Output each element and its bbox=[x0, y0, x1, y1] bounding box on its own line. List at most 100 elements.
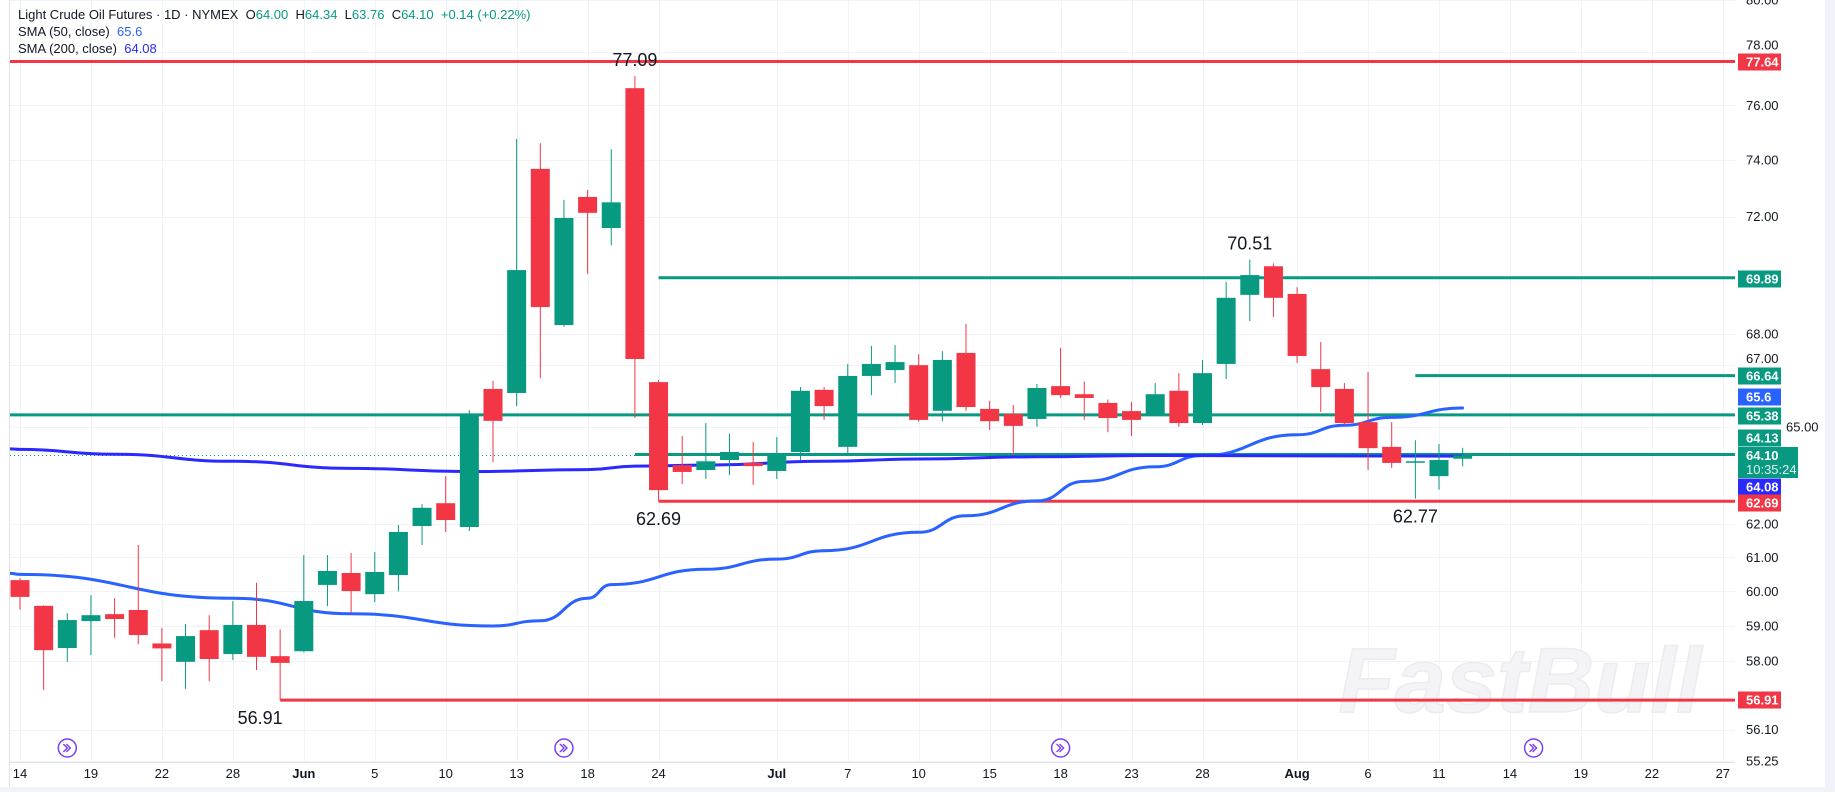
candle[interactable] bbox=[720, 433, 739, 476]
candle[interactable] bbox=[365, 552, 385, 603]
candle[interactable] bbox=[128, 544, 148, 645]
candle[interactable] bbox=[1216, 281, 1236, 380]
candle[interactable] bbox=[885, 344, 905, 384]
price-badge[interactable]: 56.91 bbox=[1738, 691, 1781, 709]
candle[interactable] bbox=[1334, 383, 1354, 425]
candle[interactable] bbox=[152, 628, 172, 682]
sma200-line[interactable] bbox=[10, 447, 1465, 474]
price-badge[interactable]: 65.38 bbox=[1738, 407, 1781, 425]
price-badge[interactable]: 64.13 bbox=[1738, 429, 1781, 447]
event-marker[interactable] bbox=[1523, 738, 1544, 758]
candle[interactable] bbox=[1027, 383, 1047, 427]
candle[interactable] bbox=[743, 442, 763, 485]
candle[interactable] bbox=[199, 615, 219, 682]
time-axis-label[interactable]: 10 bbox=[911, 766, 925, 781]
price-badge[interactable]: 62.69 bbox=[1738, 494, 1781, 512]
price-axis[interactable]: 80.00 78.00 76.00 74.00 72.00 68.00 67.00 65.00… bbox=[1735, 0, 1825, 768]
candle[interactable] bbox=[317, 555, 337, 607]
event-marker[interactable] bbox=[57, 738, 78, 758]
time-axis-label[interactable]: 14 bbox=[13, 766, 27, 781]
candle[interactable] bbox=[956, 323, 976, 411]
candle[interactable] bbox=[1193, 359, 1212, 425]
time-axis-label[interactable]: 19 bbox=[1574, 766, 1588, 781]
candle[interactable] bbox=[861, 345, 881, 396]
time-axis-label[interactable]: 22 bbox=[1645, 766, 1659, 781]
candle[interactable] bbox=[649, 379, 669, 502]
candle[interactable] bbox=[1382, 422, 1402, 469]
time-axis-label[interactable]: 18 bbox=[580, 766, 594, 781]
price-badge[interactable]: 69.89 bbox=[1738, 270, 1781, 288]
sma50-legend[interactable]: SMA (50, close) 65.6 bbox=[18, 23, 530, 40]
time-axis-label[interactable]: Aug bbox=[1284, 766, 1309, 781]
candle[interactable] bbox=[601, 149, 621, 246]
time-axis-label[interactable]: 18 bbox=[1053, 766, 1067, 781]
candle[interactable] bbox=[1074, 381, 1094, 420]
time-axis-label[interactable]: 24 bbox=[651, 766, 665, 781]
candle[interactable] bbox=[176, 623, 196, 689]
candle[interactable] bbox=[672, 436, 692, 484]
candle[interactable] bbox=[578, 189, 598, 274]
candle[interactable] bbox=[436, 476, 456, 532]
candle[interactable] bbox=[1145, 383, 1165, 415]
time-axis-label[interactable]: 28 bbox=[1195, 766, 1209, 781]
candle[interactable] bbox=[932, 351, 952, 422]
candle[interactable] bbox=[838, 363, 858, 453]
candle[interactable] bbox=[1311, 341, 1331, 413]
time-axis-label[interactable]: 7 bbox=[844, 766, 851, 781]
time-axis-label[interactable]: 27 bbox=[1716, 766, 1730, 781]
event-marker[interactable] bbox=[554, 738, 574, 758]
candle[interactable] bbox=[81, 595, 101, 656]
candle[interactable] bbox=[1169, 373, 1189, 427]
symbol-ohlc-row[interactable]: Light Crude Oil Futures · 1D · NYMEX O64… bbox=[18, 6, 530, 23]
time-axis-label[interactable]: 11 bbox=[1432, 766, 1446, 781]
time-axis-label[interactable]: Jul bbox=[767, 766, 786, 781]
candle[interactable] bbox=[459, 410, 479, 531]
time-axis-label[interactable]: 28 bbox=[226, 766, 240, 781]
candle[interactable] bbox=[483, 380, 503, 462]
symbol-title[interactable]: Light Crude Oil Futures · 1D · NYMEX bbox=[18, 7, 239, 22]
candle[interactable] bbox=[223, 601, 243, 661]
candle[interactable] bbox=[57, 613, 77, 662]
candle[interactable] bbox=[1263, 263, 1283, 317]
candle[interactable] bbox=[105, 598, 125, 638]
candle[interactable] bbox=[388, 524, 408, 592]
sma50-line[interactable] bbox=[10, 406, 1465, 628]
candle[interactable] bbox=[530, 143, 550, 379]
candle[interactable] bbox=[247, 582, 266, 670]
candle[interactable] bbox=[1122, 401, 1142, 437]
candle[interactable] bbox=[1358, 371, 1378, 470]
candle[interactable] bbox=[270, 629, 290, 701]
time-axis-label[interactable]: 14 bbox=[1503, 766, 1517, 781]
candle[interactable] bbox=[1051, 347, 1071, 398]
price-badge[interactable]: 64.08 bbox=[1738, 478, 1781, 496]
candle[interactable] bbox=[1453, 447, 1473, 467]
candle[interactable] bbox=[554, 199, 574, 327]
candle[interactable] bbox=[10, 578, 30, 610]
time-axis-label[interactable]: 5 bbox=[371, 766, 378, 781]
plot-area[interactable] bbox=[10, 60, 1735, 702]
candle[interactable] bbox=[507, 138, 527, 407]
time-axis-label[interactable]: 23 bbox=[1124, 766, 1138, 781]
candle[interactable] bbox=[814, 387, 834, 420]
candle[interactable] bbox=[980, 400, 1000, 431]
candle[interactable] bbox=[412, 504, 432, 545]
candle[interactable] bbox=[34, 605, 54, 691]
candle[interactable] bbox=[294, 555, 314, 653]
sma200-legend[interactable]: SMA (200, close) 64.08 bbox=[18, 40, 530, 57]
price-badge[interactable]: 65.6 bbox=[1738, 388, 1781, 406]
candle[interactable] bbox=[767, 436, 787, 480]
candle[interactable] bbox=[696, 423, 716, 480]
time-axis-label[interactable]: 6 bbox=[1364, 766, 1371, 781]
price-badge[interactable]: 66.64 bbox=[1738, 367, 1781, 385]
candle[interactable] bbox=[1287, 287, 1307, 364]
candle[interactable] bbox=[790, 387, 810, 461]
candle[interactable] bbox=[1240, 259, 1260, 322]
price-badge[interactable]: 77.64 bbox=[1738, 53, 1781, 71]
candle[interactable] bbox=[1429, 444, 1449, 490]
time-axis-label[interactable]: Jun bbox=[292, 766, 315, 781]
time-axis-label[interactable]: 10 bbox=[438, 766, 452, 781]
candle[interactable] bbox=[341, 553, 361, 614]
time-axis-label[interactable]: 13 bbox=[509, 766, 523, 781]
